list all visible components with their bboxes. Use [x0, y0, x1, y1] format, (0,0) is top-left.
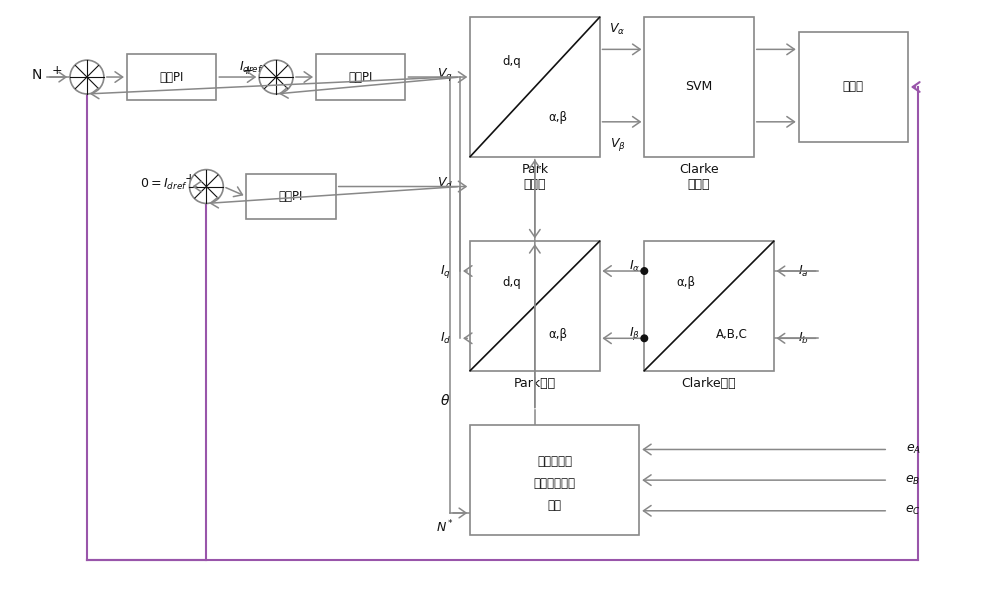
Bar [470, 241, 600, 371]
Text: $V_d$: $V_d$ [437, 176, 453, 191]
Bar [470, 17, 600, 157]
Bar [799, 33, 908, 142]
Text: $V_q$: $V_q$ [437, 66, 453, 83]
Bar [644, 17, 754, 157]
Text: $I_a$: $I_a$ [798, 264, 809, 278]
Bar [644, 241, 774, 371]
Text: 逆变换: 逆变换 [524, 178, 546, 191]
Text: $I_q$: $I_q$ [440, 262, 451, 280]
Text: +: + [184, 172, 195, 185]
Text: $I_d$: $I_d$ [440, 331, 451, 346]
Text: $N^*$: $N^*$ [436, 519, 454, 535]
Text: $e_C$: $e_C$ [905, 504, 921, 517]
Text: $e_A$: $e_A$ [906, 443, 921, 456]
Text: $e_B$: $e_B$ [905, 473, 921, 486]
Text: $I_{qref}$: $I_{qref}$ [239, 59, 263, 76]
Text: 模糊PI: 模糊PI [279, 190, 303, 203]
Text: $\theta$: $\theta$ [440, 393, 450, 408]
Text: d,q: d,q [502, 56, 521, 69]
Text: -: - [195, 194, 200, 209]
Circle shape [641, 335, 648, 342]
Bar [316, 54, 405, 100]
Text: -: - [265, 85, 270, 99]
Text: 逆变器: 逆变器 [843, 80, 864, 93]
Text: 逆变换: 逆变换 [688, 178, 710, 191]
Text: $V_{\beta}$: $V_{\beta}$ [610, 136, 625, 153]
Text: α,β: α,β [676, 276, 695, 289]
Bar [127, 54, 216, 100]
Text: α,β: α,β [549, 328, 568, 341]
Text: +: + [243, 64, 253, 77]
Text: d,q: d,q [502, 276, 521, 289]
Circle shape [259, 60, 293, 94]
Circle shape [641, 268, 648, 274]
Bar [246, 174, 336, 219]
Text: 速度估算与: 速度估算与 [537, 455, 572, 468]
Circle shape [70, 60, 104, 94]
Text: Park: Park [521, 163, 548, 176]
Text: $V_{\alpha}$: $V_{\alpha}$ [609, 22, 626, 37]
Text: Park变换: Park变换 [514, 377, 556, 390]
Text: $I_{\beta}$: $I_{\beta}$ [629, 325, 640, 342]
Text: $I_b$: $I_b$ [798, 331, 809, 346]
Text: 模糊PI: 模糊PI [159, 70, 184, 83]
Text: +: + [52, 64, 62, 77]
Text: α,β: α,β [549, 111, 568, 124]
Text: $0=I_{dref}$: $0=I_{dref}$ [140, 177, 187, 192]
Text: $I_{\alpha}$: $I_{\alpha}$ [629, 258, 640, 274]
Text: A,B,C: A,B,C [716, 328, 748, 341]
Text: 模糊PI: 模糊PI [348, 70, 373, 83]
Bar [470, 426, 639, 535]
Text: -: - [76, 85, 80, 99]
Text: 线反电势位置: 线反电势位置 [534, 477, 576, 490]
Text: Clarke: Clarke [679, 163, 719, 176]
Text: N: N [32, 68, 42, 82]
Circle shape [189, 170, 223, 203]
Text: SVM: SVM [685, 80, 713, 93]
Text: Clarke变换: Clarke变换 [682, 377, 736, 390]
Text: 检测: 检测 [548, 499, 562, 512]
